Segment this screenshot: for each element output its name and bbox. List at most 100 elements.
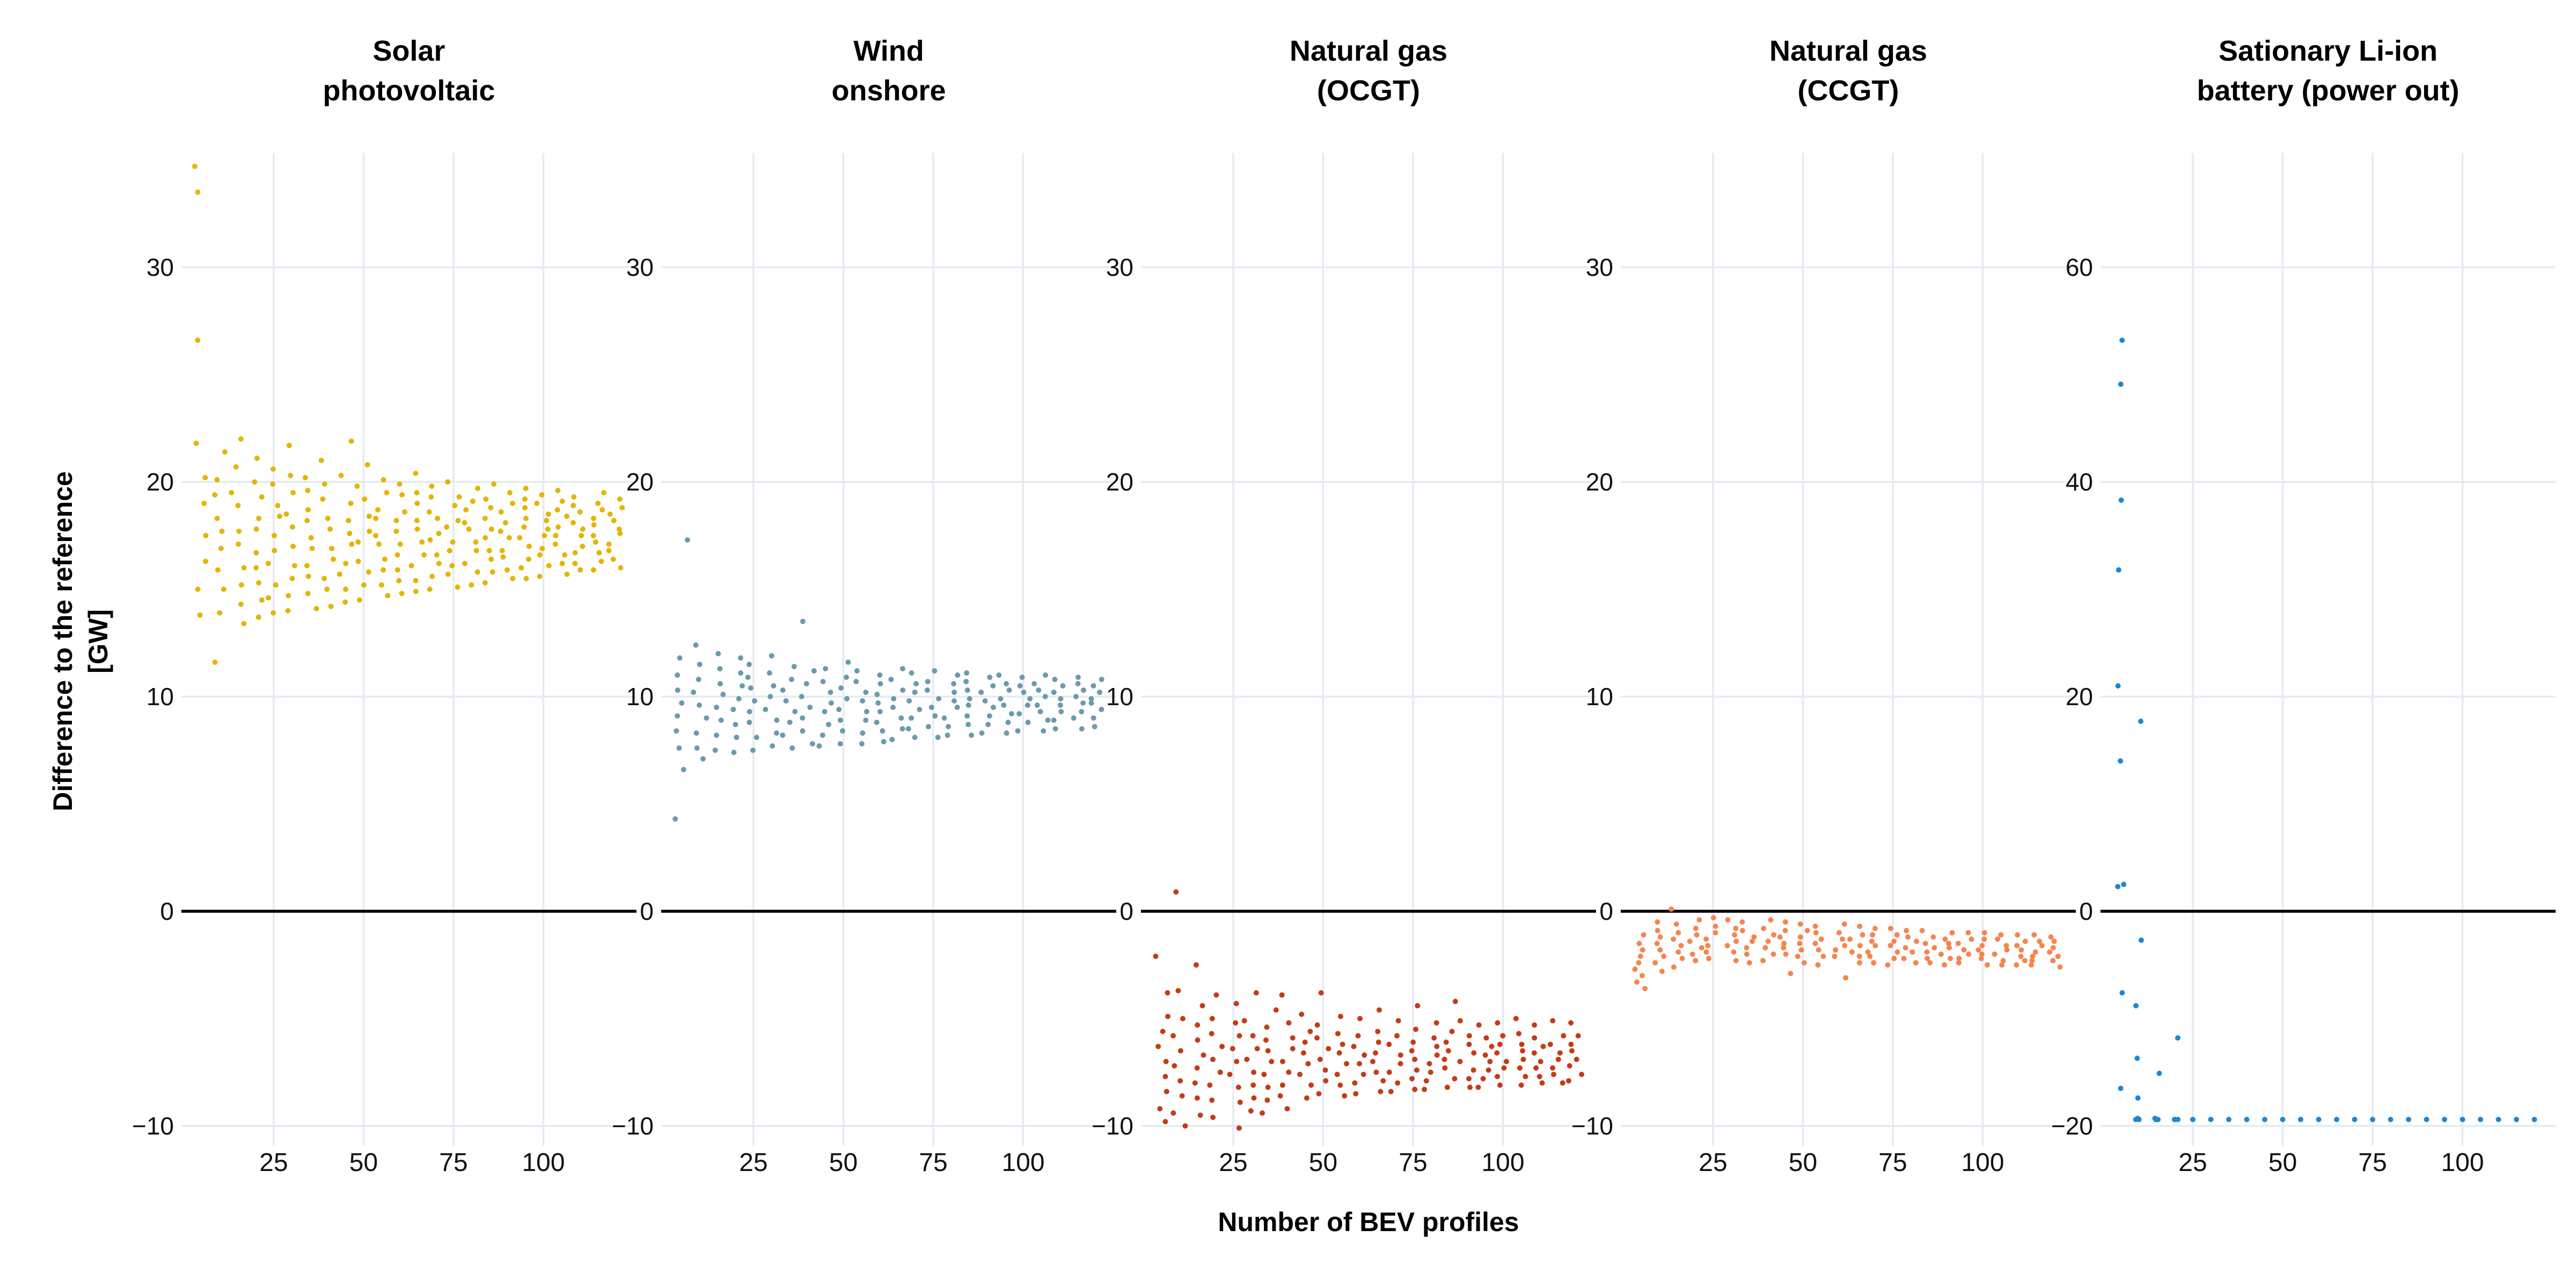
data-point	[526, 544, 532, 549]
data-point	[1579, 1072, 1585, 1077]
x-tick-label: 25	[2178, 1148, 2207, 1177]
data-point	[2050, 945, 2056, 950]
y-axis-label-line1: Difference to the reference	[48, 471, 78, 811]
data-point	[1219, 1044, 1225, 1049]
x-tick-label: 75	[2358, 1148, 2387, 1177]
facet-title-line1: Solar	[372, 35, 445, 67]
data-point	[1344, 1061, 1350, 1066]
data-point	[1956, 956, 1962, 961]
data-point	[2118, 758, 2124, 764]
data-point	[393, 518, 399, 523]
data-point	[238, 436, 244, 442]
data-point	[222, 449, 228, 455]
data-point	[1217, 1070, 1223, 1075]
data-point	[361, 582, 367, 588]
data-point	[491, 481, 497, 487]
data-point	[1233, 1001, 1239, 1006]
data-point	[1914, 939, 1920, 944]
data-point	[1037, 709, 1043, 714]
data-point	[1060, 683, 1066, 689]
data-point	[1373, 1070, 1379, 1075]
data-point	[1832, 954, 1838, 959]
data-point	[545, 526, 551, 532]
data-point	[1487, 1059, 1493, 1064]
data-point	[1073, 694, 1079, 699]
data-point	[1909, 949, 1915, 955]
x-tick-label: 50	[829, 1148, 858, 1177]
data-point	[1975, 947, 1981, 953]
data-point	[355, 559, 361, 564]
data-point	[482, 516, 488, 521]
facet-title-line2: (CCGT)	[1797, 75, 1899, 107]
data-point	[356, 597, 362, 603]
data-point	[2171, 1117, 2177, 1122]
data-point	[1162, 1119, 1168, 1124]
y-tick-label: 10	[1586, 683, 1613, 711]
data-point	[2442, 1117, 2447, 1122]
data-point	[1265, 1048, 1271, 1053]
data-point	[1457, 1018, 1463, 1023]
data-point	[343, 587, 349, 592]
data-point	[380, 567, 386, 573]
data-point	[1197, 1113, 1203, 1118]
data-point	[693, 642, 699, 648]
y-tick-label: 30	[1106, 253, 1133, 281]
data-point	[1797, 921, 1803, 927]
data-point	[1513, 1016, 1519, 1021]
data-point	[1360, 1072, 1366, 1077]
data-point	[616, 526, 622, 532]
data-point	[1922, 941, 1928, 946]
y-tick-label: 30	[626, 253, 654, 281]
data-point	[590, 567, 596, 573]
data-point	[1428, 1070, 1433, 1075]
data-point	[1495, 1074, 1501, 1079]
data-point	[289, 524, 295, 530]
data-point	[413, 471, 419, 476]
data-point	[327, 526, 333, 532]
data-point	[1279, 1059, 1285, 1064]
data-point	[305, 574, 311, 579]
data-point	[2478, 1117, 2483, 1122]
data-point	[1441, 1057, 1447, 1062]
data-point	[1699, 945, 1704, 950]
y-tick-label: 20	[1586, 468, 1613, 496]
data-point	[951, 681, 957, 686]
data-point	[474, 569, 480, 575]
data-point	[1025, 720, 1031, 725]
data-point	[201, 501, 207, 506]
data-point	[202, 475, 208, 480]
data-point	[1476, 1022, 1482, 1028]
data-point	[426, 509, 432, 515]
data-point	[1857, 960, 1863, 965]
data-point	[382, 557, 388, 562]
data-point	[238, 602, 244, 607]
data-point	[253, 550, 259, 555]
data-point	[1250, 1082, 1256, 1088]
data-point	[1091, 683, 1096, 689]
data-point	[1071, 715, 1077, 721]
data-point	[1434, 1044, 1440, 1049]
data-point	[1413, 1027, 1418, 1032]
data-point	[1340, 1042, 1345, 1047]
data-point	[1843, 975, 1849, 980]
data-point	[1762, 945, 1768, 950]
data-point	[941, 715, 947, 721]
data-point	[570, 503, 576, 508]
data-point	[1678, 943, 1684, 948]
data-point	[874, 692, 880, 697]
data-point	[1080, 700, 1086, 706]
data-point	[1388, 1089, 1394, 1094]
data-point	[1659, 969, 1665, 974]
data-point	[236, 541, 241, 547]
data-point	[1180, 1016, 1185, 1021]
data-point	[1250, 1033, 1256, 1038]
data-point	[1733, 926, 1739, 931]
data-point	[331, 557, 336, 562]
data-point	[1177, 1048, 1183, 1053]
data-point	[309, 546, 315, 551]
data-point	[607, 511, 613, 517]
y-tick-label: 20	[1106, 468, 1133, 496]
data-point	[1092, 724, 1097, 729]
data-point	[1696, 917, 1702, 923]
data-point	[954, 705, 960, 710]
